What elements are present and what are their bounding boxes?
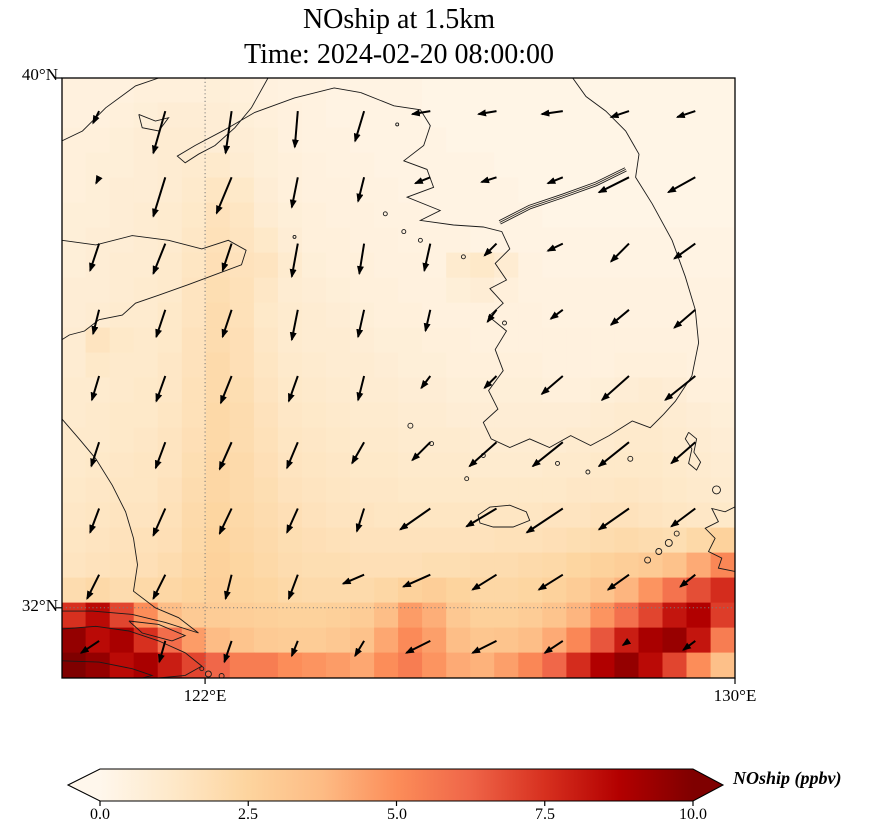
x-tick-label-122e: 122°E bbox=[183, 686, 227, 705]
heatmap-layer bbox=[62, 78, 735, 678]
plot-subtitle: Time: 2024-02-20 08:00:00 bbox=[243, 39, 555, 70]
wind-arrows bbox=[79, 109, 696, 664]
dmz-border bbox=[498, 167, 627, 225]
colorbar bbox=[66, 768, 725, 806]
colorbar-tick-3: 7.5 bbox=[535, 806, 555, 823]
colorbar-tick-0: 0.0 bbox=[90, 806, 110, 823]
y-tick-label-40n: 40°N bbox=[21, 65, 58, 84]
coastlines bbox=[62, 78, 735, 678]
y-tick-label-32n: 32°N bbox=[21, 596, 58, 615]
x-tick-label-130e: 130°E bbox=[713, 686, 757, 705]
plot-title: NOship at 1.5km bbox=[302, 4, 496, 35]
colorbar-tick-1: 2.5 bbox=[238, 806, 258, 823]
gridlines bbox=[62, 77, 735, 678]
colorbar-label: NOship (ppbv) bbox=[733, 768, 842, 788]
colorbar-tick-2: 5.0 bbox=[387, 806, 407, 823]
colorbar-tick-4: 10.0 bbox=[679, 806, 707, 823]
axes-frame bbox=[56, 77, 736, 684]
